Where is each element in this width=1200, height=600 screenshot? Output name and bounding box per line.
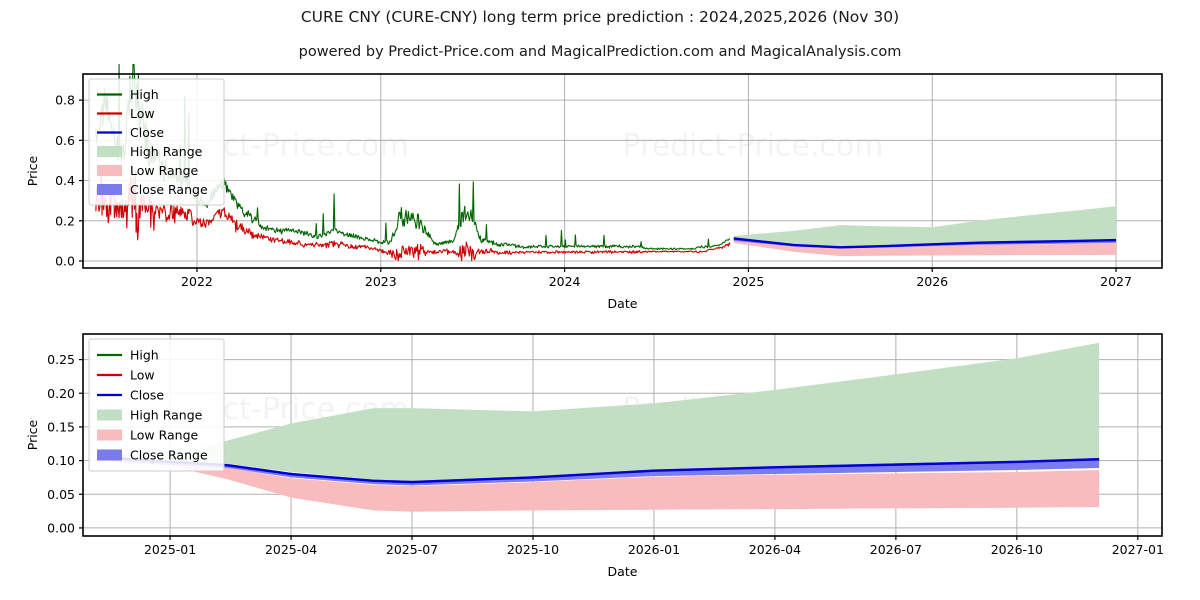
y-tick-label: 0.05	[47, 487, 75, 502]
x-tick-label: 2026	[916, 274, 948, 289]
legend-label: Close	[130, 388, 164, 403]
legend-label: High Range	[130, 408, 203, 423]
overview-svg: Predict-Price.comPredict-Price.com0.00.2…	[25, 64, 1163, 311]
page-subtitle: powered by Predict-Price.com and Magical…	[298, 44, 902, 60]
y-tick-label: 0.25	[47, 352, 75, 367]
y-axis-label: Price	[25, 155, 40, 186]
plot-frame	[82, 73, 1163, 269]
watermark-text: Predict-Price.com	[623, 128, 884, 163]
legend-item[interactable]: High Range	[97, 408, 203, 423]
legend: High Low Close High Range Low Range Close Ran…	[88, 338, 225, 472]
x-axis-label: Date	[608, 296, 638, 311]
close-range-band	[733, 238, 1117, 249]
y-axis-label: Price	[25, 419, 40, 450]
y-tick-label: 0.0	[55, 253, 75, 268]
legend-label: Close Range	[130, 448, 208, 463]
legend-item[interactable]: Close Range	[97, 182, 208, 197]
x-tick-label: 2026-04	[749, 542, 801, 557]
legend-label: High	[130, 87, 159, 102]
x-tick-label: 2026-01	[628, 542, 680, 557]
legend-item[interactable]: High Range	[97, 144, 203, 159]
legend-label: Close Range	[130, 182, 208, 197]
overview-chart-panel: Predict-Price.comPredict-Price.com0.00.2…	[0, 64, 1200, 314]
low-line	[95, 169, 731, 262]
x-tick-label: 2027-01	[1112, 542, 1164, 557]
x-tick-label: 2025-07	[386, 542, 438, 557]
close-range-band	[112, 456, 1100, 486]
forecast-detail-svg: Predict-Price.comPredict-Price.com0.000.…	[25, 333, 1164, 579]
legend-label: Low	[130, 106, 155, 121]
legend-item[interactable]: High	[97, 348, 159, 363]
legend-label: Low Range	[130, 163, 199, 178]
x-axis-label: Date	[608, 564, 638, 579]
forecast-detail-chart-panel: Predict-Price.comPredict-Price.com0.000.…	[0, 328, 1200, 600]
legend-item[interactable]: Close	[97, 125, 164, 140]
y-tick-label: 0.10	[47, 453, 75, 468]
x-tick-label: 2025-04	[265, 542, 317, 557]
x-tick-label: 2025	[733, 274, 765, 289]
legend-label: Low Range	[130, 428, 199, 443]
high-range-band	[733, 206, 1117, 247]
x-tick-label: 2026-10	[991, 542, 1043, 557]
low-range-band	[733, 239, 1117, 257]
close-line	[733, 237, 1117, 249]
x-tick-label: 2023	[365, 274, 397, 289]
legend-item[interactable]: Low Range	[97, 163, 199, 178]
legend-item[interactable]: Close Range	[97, 448, 208, 463]
legend-item[interactable]: High	[97, 87, 159, 102]
low-range-band	[112, 459, 1100, 512]
forecast-bands	[733, 206, 1117, 257]
legend-item[interactable]: Low Range	[97, 428, 199, 443]
legend-patch-swatch	[97, 165, 122, 176]
y-tick-label: 0.4	[55, 173, 75, 188]
legend-patch-swatch	[97, 429, 122, 441]
y-tick-label: 0.00	[47, 520, 75, 535]
legend-patch-swatch	[97, 146, 122, 157]
legend-label: High Range	[130, 144, 203, 159]
legend: High Low Close High Range Low Range Close Ran…	[88, 78, 225, 206]
axes: 0.00 0.05 0.10 0.15 0.20 0.25 2025-01 2025-04 20…	[25, 352, 1164, 579]
axes: 0.0 0.2 0.4 0.6 0.8 2022 2023 2024 2025 2026 2027 D…	[25, 93, 1132, 311]
page-title: CURE CNY (CURE-CNY) long term price pred…	[300, 8, 900, 26]
forecast-bands	[112, 342, 1100, 512]
legend-item[interactable]: Low	[97, 368, 155, 383]
legend-item[interactable]: Low	[97, 106, 155, 121]
legend-item[interactable]: Close	[97, 388, 164, 403]
x-tick-label: 2025-10	[507, 542, 559, 557]
x-tick-label: 2025-01	[144, 542, 196, 557]
high-range-band	[112, 342, 1100, 481]
legend-patch-swatch	[97, 184, 122, 195]
x-tick-label: 2026-07	[870, 542, 922, 557]
legend-label: Close	[130, 125, 164, 140]
y-tick-label: 0.8	[55, 93, 75, 108]
x-tick-label: 2027	[1100, 274, 1132, 289]
y-tick-label: 0.6	[55, 133, 75, 148]
legend-patch-swatch	[97, 449, 122, 461]
legend-label: High	[130, 348, 159, 363]
y-tick-label: 0.20	[47, 386, 75, 401]
legend-label: Low	[130, 368, 155, 383]
y-tick-label: 0.15	[47, 419, 75, 434]
y-tick-label: 0.2	[55, 213, 75, 228]
legend-patch-swatch	[97, 409, 122, 421]
plot-frame	[82, 333, 1163, 537]
x-tick-label: 2024	[549, 274, 581, 289]
x-tick-label: 2022	[181, 274, 213, 289]
